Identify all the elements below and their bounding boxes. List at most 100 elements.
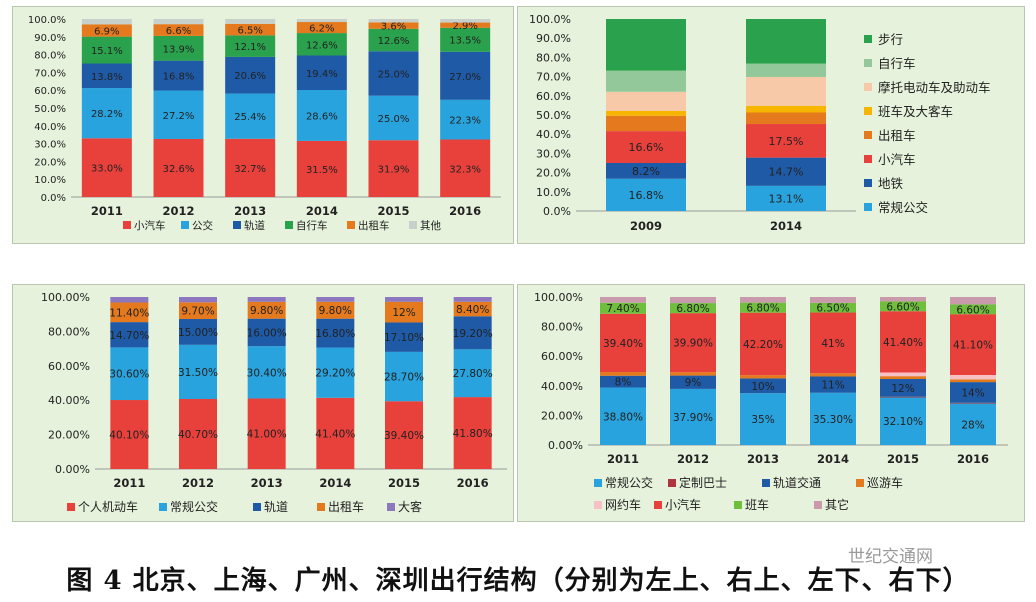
y-tick-label: 10.0%: [34, 175, 66, 186]
bar-segment: [153, 138, 204, 197]
data-label: 12%: [392, 307, 415, 319]
data-label: 10%: [751, 381, 774, 393]
bar-segment: [110, 322, 149, 348]
bar-segment: [385, 322, 423, 352]
data-label: 12.1%: [234, 42, 266, 53]
legend-label: 出租车: [878, 128, 916, 143]
legend-swatch: [864, 179, 872, 187]
bar-segment: [880, 372, 926, 377]
bar-segment: [670, 388, 716, 445]
data-label: 35.30%: [813, 414, 853, 426]
x-tick-label: 2016: [449, 204, 481, 218]
data-label: 16.80%: [315, 328, 355, 340]
bar-segment: [225, 23, 276, 36]
data-label: 32.6%: [163, 164, 195, 175]
legend-label: 个人机动车: [78, 499, 138, 514]
data-label: 28.70%: [384, 372, 424, 384]
data-label: 32.7%: [234, 164, 266, 175]
bar-segment: [606, 110, 686, 116]
data-label: 6.80%: [746, 303, 779, 315]
data-label: 6.6%: [166, 26, 191, 37]
bar-segment: [247, 398, 286, 469]
bar-segment: [247, 297, 286, 302]
y-tick-label: 100.0%: [529, 13, 571, 26]
bar-segment: [110, 347, 149, 401]
bar-segment: [606, 115, 686, 132]
x-tick-label: 2013: [234, 204, 266, 218]
y-tick-label: 20.0%: [34, 157, 66, 168]
data-label: 3.6%: [381, 22, 406, 33]
data-label: 6.60%: [956, 304, 989, 316]
data-label: 8.40%: [456, 304, 489, 316]
data-label: 14.7%: [769, 166, 804, 179]
data-label: 27.2%: [163, 111, 195, 122]
y-tick-label: 10.0%: [536, 186, 571, 199]
data-label: 14.70%: [109, 330, 149, 342]
bar-segment: [880, 311, 926, 373]
data-label: 6.2%: [309, 24, 334, 35]
y-tick-label: 20.00%: [541, 409, 583, 422]
data-label: 40.70%: [178, 429, 218, 441]
bar-segment: [81, 138, 132, 197]
data-label: 13.9%: [163, 44, 195, 55]
bar-segment: [740, 302, 786, 313]
bar-segment: [880, 397, 926, 445]
data-label: 13.8%: [91, 72, 123, 83]
bar-segment: [110, 400, 149, 469]
bar-segment: [606, 178, 686, 211]
bar-segment: [810, 392, 856, 445]
data-label: 30.60%: [109, 369, 149, 381]
bar-segment: [225, 138, 276, 197]
bar-segment: [950, 314, 996, 375]
legend-label: 小汽车: [134, 219, 166, 232]
legend-swatch: [317, 503, 325, 511]
y-tick-label: 40.00%: [541, 380, 583, 393]
bar-segment: [440, 22, 491, 28]
bar-segment: [606, 19, 686, 71]
data-label: 32.10%: [883, 416, 923, 428]
bar-segment: [368, 22, 419, 29]
bar-segment: [179, 398, 217, 469]
data-label: 12.6%: [378, 36, 410, 47]
y-tick-label: 60.0%: [34, 86, 66, 97]
data-label: 41.10%: [953, 340, 993, 352]
x-tick-label: 2014: [817, 452, 849, 466]
data-label: 6.80%: [676, 303, 709, 315]
data-label: 39.90%: [673, 338, 713, 350]
x-tick-label: 2011: [607, 452, 639, 466]
bar-segment: [110, 297, 149, 303]
chart-panel-beijing: 0.0% 10.0% 20.0% 30.0% 40.0% 50.0% 60.0% 70.0% 8…: [12, 6, 514, 244]
legend-swatch: [409, 221, 417, 229]
bar-segment: [81, 36, 132, 64]
data-label: 16.8%: [629, 189, 664, 202]
bar-segment: [440, 19, 491, 23]
bar-segment: [81, 88, 132, 139]
data-label: 39.40%: [603, 338, 643, 350]
x-tick-label: 2012: [182, 476, 214, 490]
chart-panel-shenzhen: 0.00% 20.00% 40.00% 60.00% 80.00% 100.00% 38.8…: [517, 284, 1025, 522]
bar-segment: [225, 35, 276, 57]
y-tick-label: 30.0%: [34, 140, 66, 151]
bar-segment: [453, 301, 492, 317]
data-label: 40.10%: [109, 430, 149, 442]
bar-segment: [453, 349, 492, 398]
bar-segment: [746, 157, 826, 186]
y-tick-label: 0.0%: [543, 205, 571, 218]
legend-swatch: [233, 221, 241, 229]
bar-segment: [179, 302, 217, 320]
data-label: 6.5%: [237, 26, 262, 37]
bar-segment: [600, 313, 646, 373]
legend-label: 出租车: [358, 219, 390, 232]
legend-swatch: [864, 203, 872, 211]
legend-swatch: [253, 503, 261, 511]
bar-segment: [746, 19, 826, 64]
data-label: 6.50%: [816, 303, 849, 315]
data-label: 41%: [821, 338, 844, 350]
chart-panel-guangzhou: 0.00% 20.00% 40.00% 60.00% 80.00% 100.00% 40.1…: [12, 284, 514, 522]
data-label: 6.60%: [886, 301, 919, 313]
data-label: 31.5%: [306, 165, 338, 176]
bar-segment: [950, 297, 996, 305]
y-tick-label: 100.00%: [41, 291, 90, 304]
bar-segment: [153, 19, 204, 25]
legend-label: 常规公交: [170, 499, 218, 514]
